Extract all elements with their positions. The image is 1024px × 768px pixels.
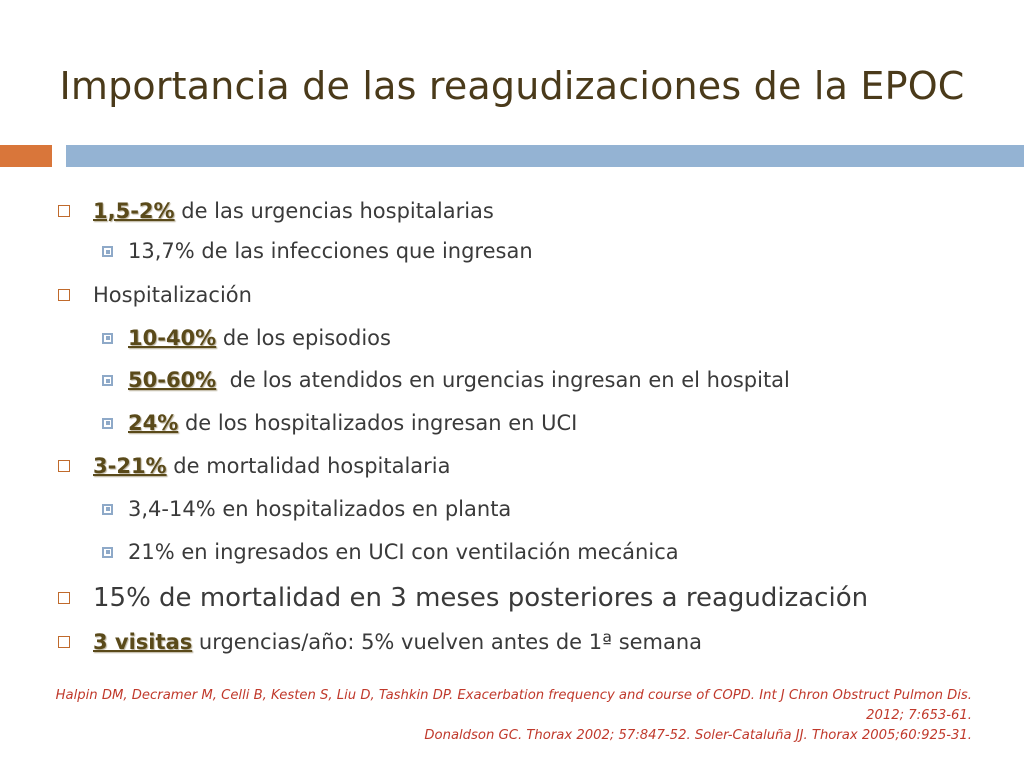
reference-line: Halpin DM, Decramer M, Celli B, Kesten S… — [55, 688, 972, 703]
list-item-text: 3,4-14% en hospitalizados en planta — [128, 496, 511, 522]
list-item-text: 3-21% de mortalidad hospitalaria — [93, 453, 451, 479]
item-text: de los episodios — [216, 325, 391, 350]
accent-bar-blue — [66, 145, 1024, 167]
list-item-text: 50-60% de los atendidos en urgencias ing… — [128, 367, 790, 393]
slide-title: Importancia de las reagudizaciones de la… — [59, 64, 965, 108]
highlight-value: 3-21% — [93, 453, 167, 478]
list-item-text: 24% de los hospitalizados ingresan en UC… — [128, 410, 577, 436]
item-text: Hospitalización — [93, 282, 252, 307]
list-item: 50-60% de los atendidos en urgencias ing… — [58, 359, 988, 402]
list-item-text: 1,5-2% de las urgencias hospitalarias — [93, 198, 494, 224]
list-item: 24% de los hospitalizados ingresan en UC… — [58, 402, 988, 444]
square-bullet-icon — [58, 592, 70, 604]
item-text: 21% en ingresados en UCI con ventilación… — [128, 539, 679, 564]
highlight-value: 3 visitas — [93, 629, 193, 654]
list-item: 3-21% de mortalidad hospitalaria — [58, 444, 988, 488]
reference-line: 2012; 7:653-61. — [866, 708, 972, 723]
references: Halpin DM, Decramer M, Celli B, Kesten S… — [32, 686, 972, 746]
list-item: 10-40% de los episodios — [58, 317, 988, 359]
list-item: 3,4-14% en hospitalizados en planta — [58, 488, 988, 530]
highlight-value: 10-40% — [128, 325, 217, 350]
square-bullet-icon — [58, 460, 70, 472]
list-item: 3 visitas urgencias/año: 5% vuelven ante… — [58, 622, 988, 662]
highlight-value: 1,5-2% — [93, 198, 175, 223]
list-item: 21% en ingresados en UCI con ventilación… — [58, 530, 988, 574]
item-text: de los atendidos en urgencias ingresan e… — [216, 368, 790, 393]
list-item: 13,7% de las infecciones que ingresan — [58, 230, 988, 273]
square-bullet-icon — [102, 375, 113, 386]
list-item: 15% de mortalidad en 3 meses posteriores… — [58, 574, 988, 622]
list-item-text: 15% de mortalidad en 3 meses posteriores… — [93, 582, 868, 615]
accent-bar-orange — [0, 145, 50, 167]
highlight-value: 24% — [128, 410, 179, 435]
list-item: 1,5-2% de las urgencias hospitalarias — [58, 192, 988, 230]
list-item: Hospitalización — [58, 273, 988, 317]
square-bullet-icon — [102, 546, 113, 558]
square-bullet-icon — [102, 417, 113, 429]
square-bullet-icon — [102, 503, 113, 515]
item-text: de mortalidad hospitalaria — [166, 453, 451, 478]
item-text: urgencias/año: 5% vuelven antes de 1ª se… — [192, 629, 703, 654]
item-text: de los hospitalizados ingresan en UCI — [178, 410, 578, 435]
item-text: 15% de mortalidad en 3 meses posteriores… — [93, 582, 869, 613]
square-bullet-icon — [58, 289, 70, 301]
list-item-text: 13,7% de las infecciones que ingresan — [128, 238, 533, 264]
square-bullet-icon — [102, 332, 113, 344]
item-text: 3,4-14% en hospitalizados en planta — [128, 496, 512, 521]
highlight-value: 50-60% — [128, 368, 217, 393]
accent-bar-gap — [50, 145, 66, 167]
list-item-text: 10-40% de los episodios — [128, 325, 391, 351]
reference-line: Donaldson GC. Thorax 2002; 57:847-52. So… — [424, 728, 972, 743]
square-bullet-icon — [102, 246, 113, 257]
list-item-text: Hospitalización — [93, 282, 252, 308]
list-item-text: 21% en ingresados en UCI con ventilación… — [128, 539, 679, 565]
square-bullet-icon — [58, 636, 70, 648]
item-text: 13,7% de las infecciones que ingresan — [128, 239, 533, 264]
list-item-text: 3 visitas urgencias/año: 5% vuelven ante… — [93, 629, 702, 655]
square-bullet-icon — [58, 205, 70, 217]
item-text: de las urgencias hospitalarias — [174, 198, 494, 223]
bullet-list: 1,5-2% de las urgencias hospitalarias 13… — [58, 192, 988, 662]
